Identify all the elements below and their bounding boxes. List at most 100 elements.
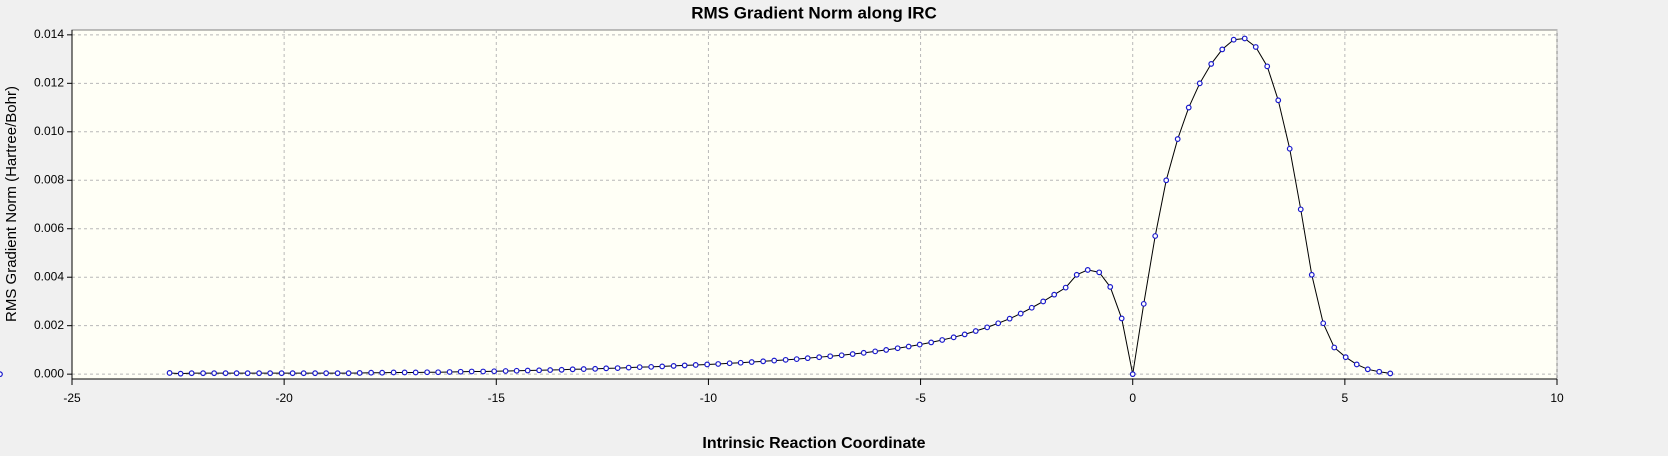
data-point	[536, 367, 543, 374]
data-point	[984, 324, 991, 331]
data-point	[1040, 298, 1047, 305]
x-tick-label: -25	[63, 391, 81, 405]
data-point	[1241, 35, 1248, 42]
data-point	[289, 370, 296, 377]
data-point	[446, 369, 453, 375]
data-point	[300, 370, 307, 377]
data-point	[972, 328, 979, 334]
data-point	[614, 365, 621, 371]
y-tick-label: 0.010	[34, 124, 64, 138]
data-point	[737, 359, 744, 366]
data-point	[1297, 206, 1304, 213]
data-point	[670, 363, 677, 369]
data-point	[177, 370, 184, 377]
data-point	[569, 366, 576, 373]
y-tick-label: 0.006	[34, 221, 64, 235]
data-point	[491, 368, 498, 375]
data-point	[704, 361, 711, 368]
data-point	[1308, 271, 1315, 278]
x-tick-label: -15	[488, 391, 506, 405]
x-tick-label: -5	[915, 391, 926, 405]
data-point	[816, 354, 823, 361]
data-point	[1208, 61, 1215, 67]
data-point	[0, 371, 3, 378]
data-point	[1320, 320, 1327, 327]
data-point	[1152, 233, 1159, 239]
data-point	[1118, 315, 1125, 322]
data-point	[368, 369, 375, 376]
data-point	[659, 363, 666, 370]
y-axis-label: RMS Gradient Norm (Hartree/Bohr)	[3, 86, 20, 322]
data-point	[424, 369, 431, 376]
data-point	[323, 370, 330, 377]
data-point	[1028, 304, 1035, 311]
data-point	[681, 362, 688, 369]
data-point	[726, 360, 733, 367]
data-point	[401, 369, 408, 376]
data-point	[872, 348, 879, 355]
data-point	[468, 368, 475, 375]
data-point	[905, 343, 912, 350]
x-tick-label: 10	[1550, 391, 1564, 405]
data-point	[412, 369, 419, 376]
data-point	[1387, 370, 1394, 377]
data-point	[211, 370, 218, 377]
data-point	[200, 370, 207, 377]
plot-area	[71, 29, 1558, 380]
data-point	[334, 370, 341, 377]
data-point	[267, 370, 274, 377]
data-point	[345, 370, 352, 377]
data-point	[592, 365, 599, 372]
data-point	[188, 370, 195, 377]
data-point	[256, 370, 263, 377]
data-point	[916, 341, 923, 348]
data-point	[961, 331, 968, 338]
data-point	[435, 369, 442, 376]
data-point	[793, 356, 800, 363]
y-tick-label: 0.002	[34, 318, 64, 332]
data-point	[524, 367, 531, 374]
data-point	[1342, 354, 1349, 361]
data-point	[1051, 291, 1058, 298]
data-point	[480, 368, 487, 375]
data-point	[390, 369, 397, 376]
data-point	[1084, 267, 1091, 273]
y-tick-label: 0.004	[34, 269, 64, 283]
data-point	[1174, 136, 1181, 142]
x-tick-label: 0	[1129, 391, 1136, 405]
data-point	[804, 355, 811, 362]
data-point	[771, 357, 778, 364]
data-point	[1196, 80, 1203, 87]
data-point	[1062, 284, 1069, 291]
data-point	[715, 361, 722, 367]
data-point	[827, 353, 834, 360]
data-point	[1286, 145, 1293, 152]
data-point	[278, 370, 285, 377]
data-point	[838, 352, 845, 359]
x-tick-label: -20	[275, 391, 293, 405]
x-axis-label: Intrinsic Reaction Coordinate	[702, 435, 925, 452]
data-point	[1353, 361, 1360, 368]
data-point	[1185, 104, 1192, 111]
data-point	[1096, 269, 1103, 276]
data-point	[222, 370, 229, 377]
data-point	[1163, 177, 1170, 184]
data-point	[782, 356, 789, 363]
y-tick-label: 0.000	[34, 366, 64, 380]
data-point	[849, 351, 856, 357]
data-point	[894, 345, 901, 352]
data-point	[1331, 344, 1338, 351]
data-point	[379, 369, 386, 376]
data-point	[1129, 371, 1136, 378]
data-point	[356, 370, 363, 376]
y-tick-label: 0.012	[34, 75, 64, 89]
data-point	[547, 367, 554, 373]
data-point	[1252, 44, 1259, 50]
data-point	[558, 366, 565, 373]
data-point	[513, 367, 520, 374]
data-point	[748, 359, 755, 365]
data-point	[1140, 300, 1147, 307]
x-tick-label: 5	[1342, 391, 1349, 405]
data-point	[1275, 97, 1282, 104]
data-point	[1073, 271, 1080, 278]
